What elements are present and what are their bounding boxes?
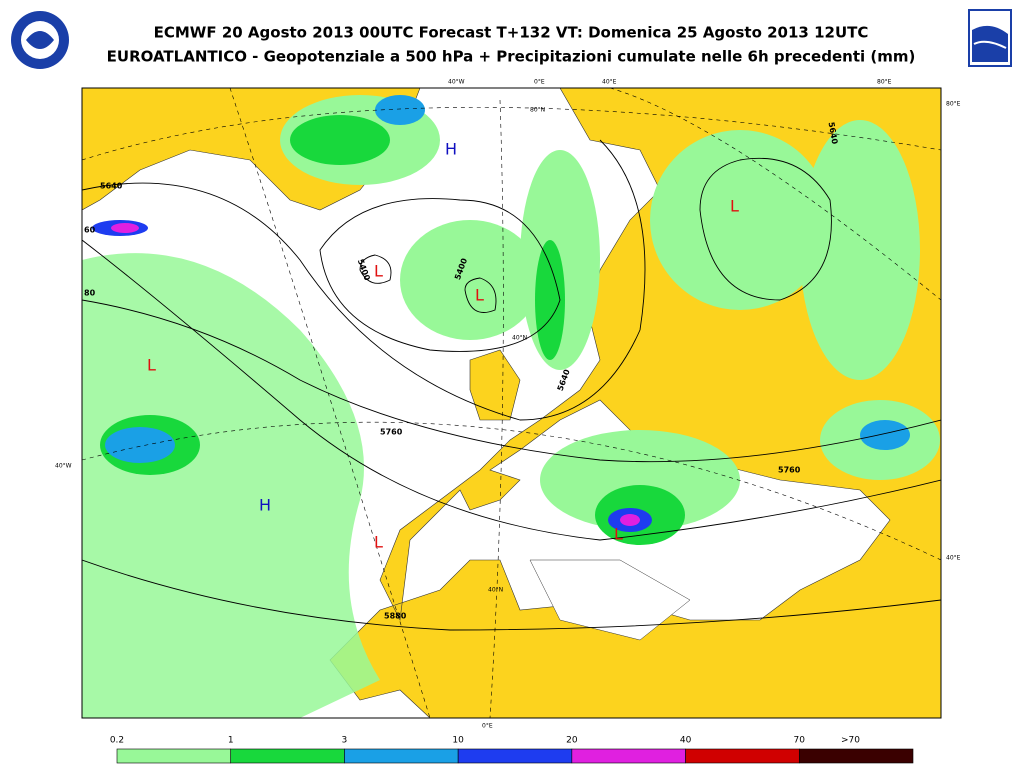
legend-swatch	[798, 748, 914, 764]
grid-label: 80°N	[530, 107, 545, 114]
legend-swatch	[230, 748, 345, 764]
legend-swatch	[685, 748, 800, 764]
logo-right	[968, 9, 1012, 67]
grid-label: 40°E	[602, 79, 617, 86]
contour-label: 5640	[827, 121, 840, 145]
title: ECMWF 20 Agosto 2013 00UTC Forecast T+13…	[154, 24, 869, 42]
pressure-center: L	[147, 356, 156, 375]
legend-swatch	[571, 748, 686, 764]
pressure-center: H	[445, 140, 457, 159]
pressure-center: L	[730, 197, 739, 216]
contour-label: 60	[84, 226, 96, 235]
legend-label: 10	[452, 736, 464, 746]
pressure-center: L	[614, 525, 623, 544]
legend-swatch	[344, 748, 459, 764]
grid-label: 0°E	[482, 723, 493, 730]
map: H L L L H L L L 5640 60 80 5400 5400 576…	[82, 88, 941, 718]
map-frame	[81, 87, 942, 719]
contour-label: 5760	[380, 428, 403, 437]
grid-label: 40°N	[512, 335, 527, 342]
legend-label: >70	[841, 736, 860, 746]
contour-label: 5760	[778, 466, 801, 475]
subtitle: EUROATLANTICO - Geopotenziale a 500 hPa …	[107, 48, 916, 66]
grid-label: 40°W	[55, 463, 72, 470]
contour-label: 5880	[384, 612, 407, 621]
contour-label: 80	[84, 289, 96, 298]
legend: 0.2 1 3 10 20 40 70 >70	[110, 736, 914, 764]
legend-label: 40	[680, 736, 692, 746]
grid-label: 80°E	[946, 101, 961, 108]
legend-label: 3	[342, 736, 348, 746]
legend-label: 20	[566, 736, 578, 746]
legend-swatch	[116, 748, 232, 764]
pressure-center: H	[259, 496, 271, 515]
pressure-center: L	[475, 286, 484, 305]
grid-label: 0°E	[534, 79, 545, 86]
legend-swatch	[457, 748, 573, 764]
pressure-center: L	[374, 533, 383, 552]
grid-label: 40°N	[488, 587, 503, 594]
logo-left	[11, 11, 69, 69]
legend-label: 70	[794, 736, 806, 746]
pressure-center: L	[374, 262, 383, 281]
grid-label: 40°E	[946, 555, 961, 562]
legend-label: 1	[228, 736, 234, 746]
contour-label: 5640	[100, 182, 123, 191]
grid-label: 40°W	[448, 79, 465, 86]
legend-label: 0.2	[110, 736, 124, 746]
grid-label: 80°E	[877, 79, 892, 86]
